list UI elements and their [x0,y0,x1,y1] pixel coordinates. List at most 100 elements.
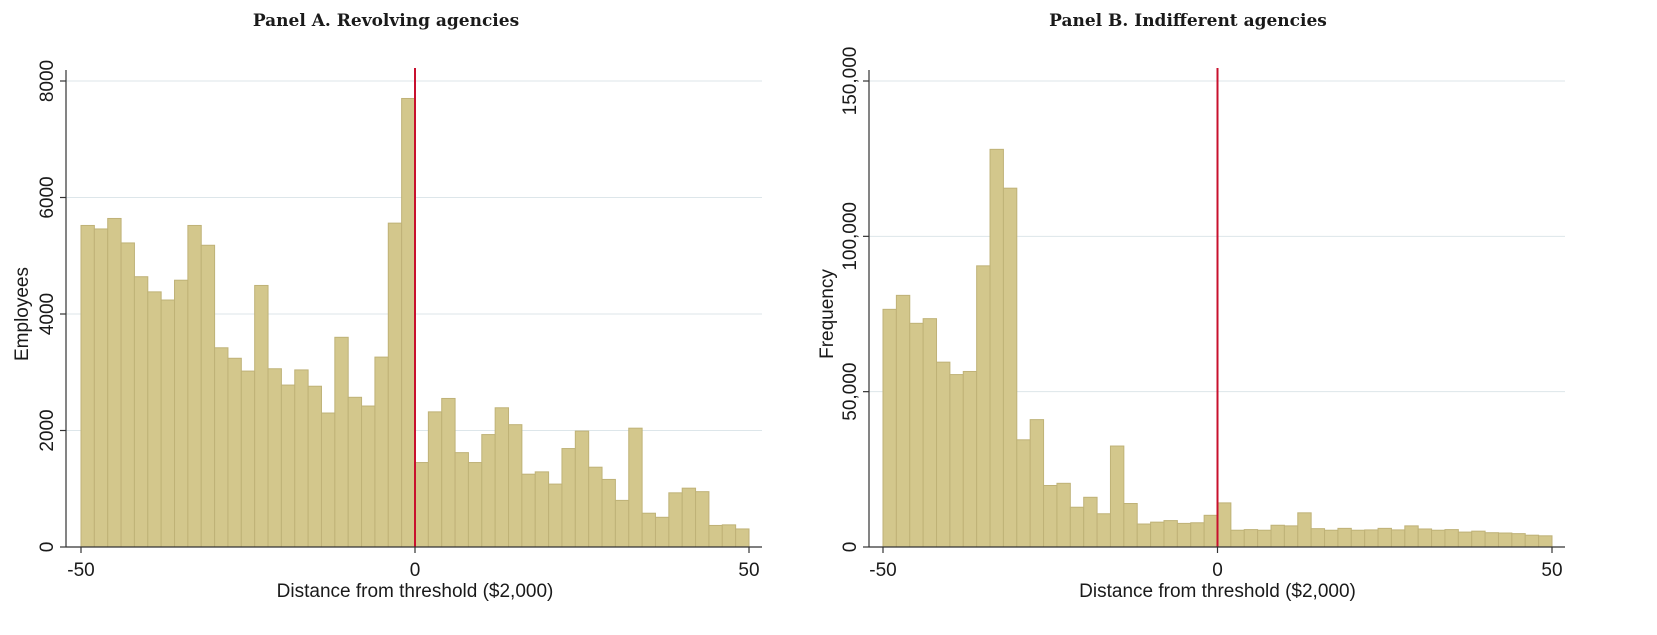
panel-b-bar [949,374,964,548]
panel-a-bar [214,347,229,548]
panel-b-bar [1123,503,1138,548]
panel-a-y-tick-label: 0 [37,542,58,553]
panel-b-bar [1297,512,1312,548]
panel-b-bar [962,370,978,548]
panel-a-bar [668,492,683,548]
panel-b-y-tick-label: 0 [840,542,861,553]
panel-a-bar [641,512,656,548]
panel-b-bar [1243,529,1259,548]
panel-a-bar [147,291,162,548]
panel-a: Panel A. Revolving agencies Distance fro… [12,11,762,602]
panel-a-x-tick-label: 0 [410,560,421,581]
panel-b-bar [1484,532,1499,548]
panel-b-bar [1109,445,1125,548]
panel-a-bar [361,405,376,548]
panel-b-bar [976,265,991,548]
panel-a-bar [508,424,523,548]
panel-b-bar [1337,527,1352,548]
panel-a-bar [187,224,202,548]
panel-a-bar [254,284,269,548]
panel-a-bar [681,487,697,548]
panel-a-bar [107,217,122,548]
panel-b-bar [882,308,897,548]
panel-b-bar [1511,533,1526,548]
panel-a-bar [601,478,616,548]
panel-a-bar [721,524,737,548]
panel-b-title: Panel B. Indifferent agencies [1049,11,1327,31]
panel-a-bar [588,466,603,548]
panel-a-bar [267,368,282,548]
panel-b-bar [1016,439,1031,548]
panel-b-bar [895,294,911,548]
panel-a-bar [628,427,643,548]
panel-b-bar [922,318,938,548]
panel-a-bar [334,336,349,548]
panel-b-bar [1230,529,1245,548]
panel-b-bar [1471,530,1486,548]
panel-a-bar [401,97,416,548]
panel-b-bar [1377,527,1392,548]
panel-a-bar [160,299,176,548]
panel-b-bar [1444,529,1459,548]
panel-b-bar [1029,419,1045,548]
panel-a-bar [534,471,550,548]
panel-b-bar [1497,532,1513,548]
panel-a-bar [133,276,149,548]
panel-a-bar [227,357,242,548]
panel-b-bar [1056,482,1071,548]
panel-b-bar [1150,521,1165,548]
panel-a-bar [467,462,483,548]
panel-a-bar [561,448,576,548]
panel-b: Panel B. Indifferent agencies Distance f… [817,11,1565,602]
panel-b-bar [1324,529,1339,548]
panel-a-bar [320,412,336,548]
panel-b-bar [1176,522,1192,548]
panel-b-bar [1270,524,1285,548]
panel-a-title: Panel A. Revolving agencies [253,11,519,31]
panel-a-bar [548,483,563,548]
panel-a-bar [294,369,309,548]
panel-a-y-tick-label: 4000 [37,293,58,335]
panel-a-y-axis-label: Employees [12,267,33,361]
panel-a-x-tick-label: 50 [738,560,759,581]
panel-a-bar [80,224,95,548]
panel-a-bar [200,244,216,548]
panel-a-bar [240,370,256,548]
panel-a-bar [735,528,750,548]
panel-a-bar [708,524,723,548]
panel-a-bar [120,242,135,548]
panel-a-x-tick-label: -50 [67,560,94,581]
panel-a-bar [347,396,363,548]
panel-b-y-tick-label: 50,000 [840,363,861,421]
panel-a-bar [174,279,189,548]
panel-b-bar [1002,187,1018,548]
panel-b-x-tick-label: -50 [869,560,896,581]
panel-a-y-tick-label: 2000 [37,409,58,451]
panel-b-x-axis-label: Distance from threshold ($2,000) [1079,581,1356,602]
panel-a-y-tick-label: 8000 [37,60,58,102]
panel-b-bar [1096,513,1111,548]
panel-a-bar [494,407,510,548]
panel-b-bar [936,361,951,548]
panel-b-bar [1190,522,1205,548]
panel-b-y-tick-label: 100,000 [840,202,861,271]
panel-b-bar [1390,529,1406,548]
panel-a-bar [374,356,389,548]
panel-b-bar [1310,528,1326,548]
panel-b-bar [909,322,924,548]
panel-b-y-tick-label: 150,000 [840,47,861,116]
panel-b-bar [989,148,1004,548]
panel-a-bar [654,516,670,548]
panel-b-bar [1364,529,1379,548]
panel-a-bar [454,452,469,548]
panel-a-bar [414,462,429,548]
panel-b-bar [1069,506,1085,548]
panel-a-bar [481,434,496,548]
panel-b-bar [1538,535,1553,548]
panel-b-x-tick-label: 0 [1212,560,1223,581]
panel-b-bar [1283,525,1299,548]
panel-a-bar [93,228,109,548]
panel-b-bar [1457,531,1473,548]
panel-b-bar [1404,525,1419,548]
panel-b-bar [1350,529,1366,548]
